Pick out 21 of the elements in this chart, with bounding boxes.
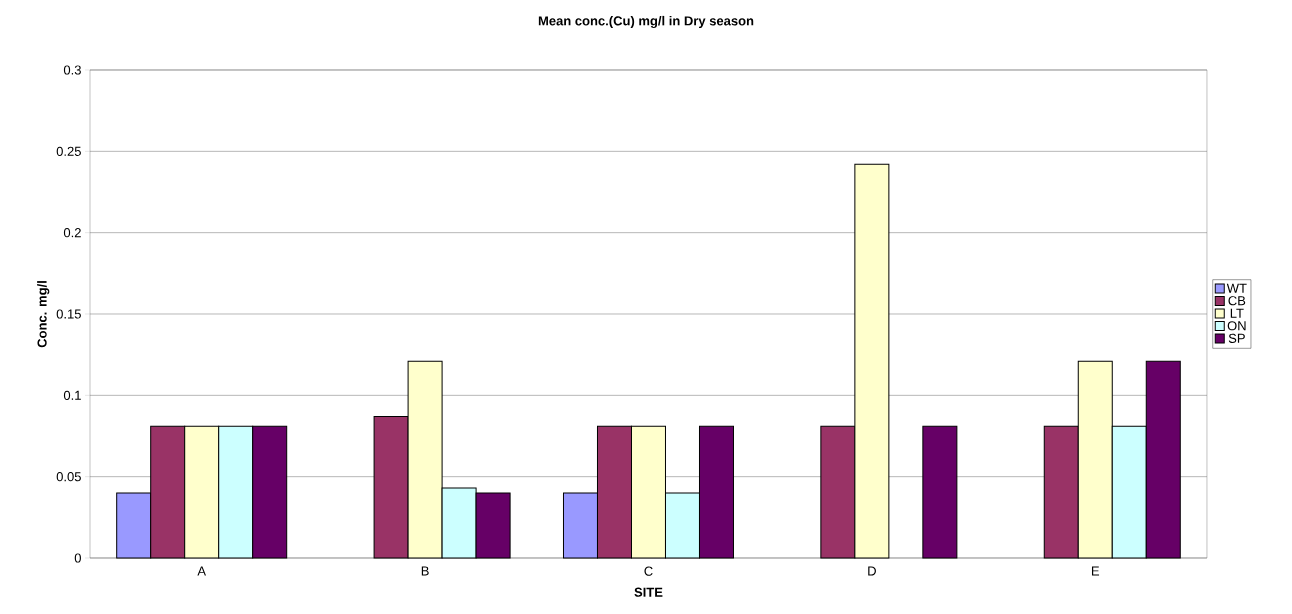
x-tick-label: D <box>868 566 876 576</box>
y-axis-title: Conc. mg/l <box>37 281 50 348</box>
y-tick-label: 0.05 <box>56 472 81 482</box>
legend-label: SP <box>1228 333 1245 343</box>
x-tick-label: E <box>1091 566 1100 576</box>
y-tick-label: 0.1 <box>63 390 81 400</box>
legend-label: LT <box>1230 308 1244 318</box>
x-tick-label: A <box>197 566 207 576</box>
legend-label: CB <box>1228 296 1246 306</box>
y-tick-label: 0 <box>74 553 81 563</box>
y-tick-label: 0.2 <box>63 228 81 238</box>
x-tick-label: C <box>644 566 653 576</box>
x-axis-title: SITE <box>634 587 663 597</box>
chart-title: Mean conc.(Cu) mg/l in Dry season <box>538 15 754 29</box>
legend-label: ON <box>1227 321 1246 331</box>
y-tick-label: 0.25 <box>56 146 81 156</box>
y-tick-label: 0.3 <box>63 65 81 75</box>
x-tick-label: B <box>421 566 429 576</box>
legend-label: WT <box>1226 283 1247 293</box>
y-tick-label: 0.15 <box>56 309 81 319</box>
bar <box>922 425 958 559</box>
